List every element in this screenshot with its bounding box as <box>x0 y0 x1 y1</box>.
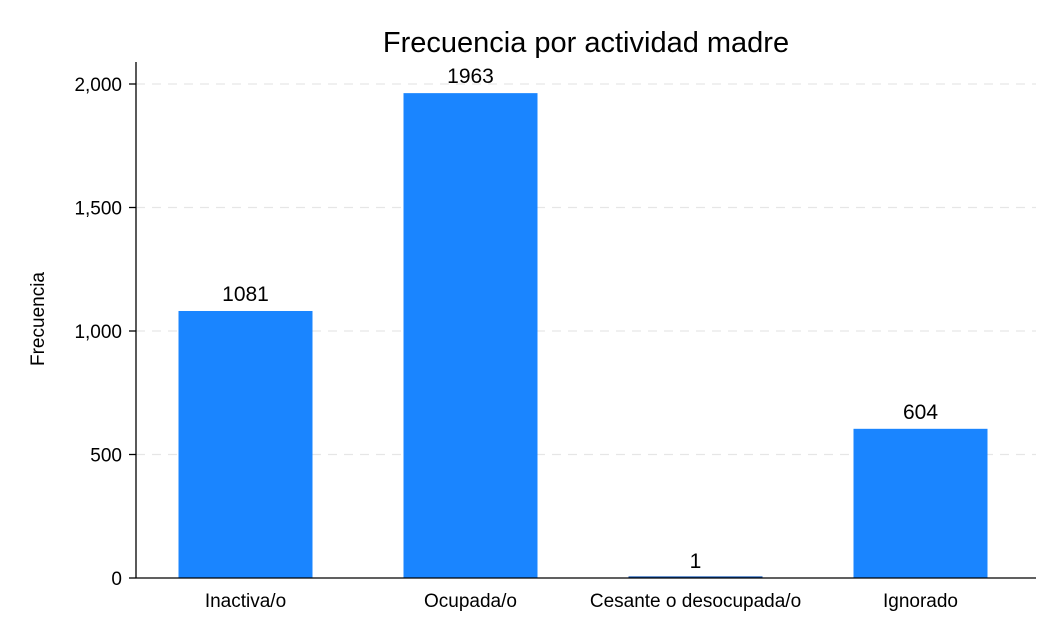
chart-title: Frecuencia por actividad madre <box>383 27 789 59</box>
bar <box>628 576 763 578</box>
bar-value-label: 1963 <box>447 65 494 88</box>
y-tick-label: 2,000 <box>74 75 122 96</box>
y-tick-label: 0 <box>111 569 122 590</box>
y-tick-label: 1,000 <box>74 322 122 343</box>
y-axis-label: Frecuencia <box>28 272 49 366</box>
y-tick-label: 500 <box>90 446 122 467</box>
data-labels: 1081 1963 1 604 <box>222 65 938 573</box>
y-ticks: 0 500 1,000 1,500 2,000 <box>74 75 136 590</box>
bar-value-label: 604 <box>903 401 938 424</box>
bars <box>178 93 988 578</box>
bar-value-label: 1081 <box>222 283 269 306</box>
x-category-label: Inactiva/o <box>205 591 286 612</box>
x-category-labels: Inactiva/o Ocupada/o Cesante o desocupada/… <box>205 591 958 612</box>
bar <box>853 428 988 578</box>
bar <box>403 93 538 578</box>
bar-value-label: 1 <box>690 550 702 573</box>
y-tick-label: 1,500 <box>74 199 122 220</box>
x-category-label: Ignorado <box>883 591 958 612</box>
x-category-label: Cesante o desocupada/o <box>590 591 801 612</box>
x-category-label: Ocupada/o <box>424 591 517 612</box>
bar <box>178 310 313 578</box>
axes <box>135 62 1036 579</box>
